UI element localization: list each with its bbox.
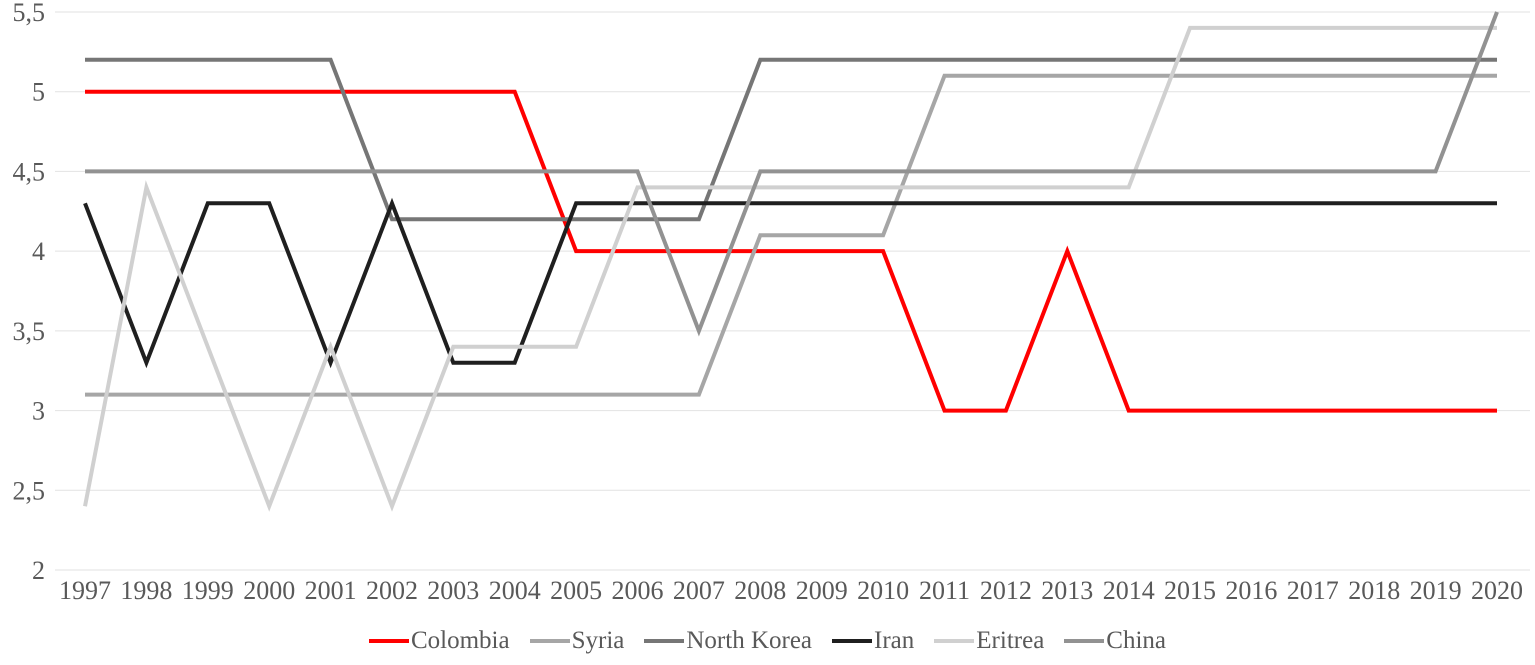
chart-legend: Colombia Syria North Korea Iran Eritrea China (0, 620, 1535, 662)
legend-line-swatch-syria (529, 639, 570, 643)
y-tick-label: 3,5 (13, 317, 46, 346)
x-tick-label: 2008 (734, 576, 786, 605)
x-tick-label: 2019 (1410, 576, 1462, 605)
x-tick-label: 2016 (1225, 576, 1277, 605)
x-tick-label: 1999 (182, 576, 234, 605)
legend-label-north-korea: North Korea (686, 627, 813, 654)
x-tick-label: 2002 (366, 576, 418, 605)
x-tick-label: 2003 (427, 576, 479, 605)
legend-item-colombia: Colombia (368, 627, 510, 655)
series-line-syria (85, 73, 1497, 397)
series-line-iran (83, 197, 1497, 369)
legend-label-colombia: Colombia (410, 627, 510, 654)
legend-line-swatch-eritrea (934, 639, 975, 643)
x-tick-label: 2018 (1348, 576, 1400, 605)
series-line-china (85, 11, 1499, 337)
legend-label-syria: Syria (571, 627, 625, 654)
legend-item-north-korea: North Korea (644, 627, 812, 655)
x-tick-label: 2017 (1287, 576, 1339, 605)
legend-line-swatch-iran (832, 639, 873, 643)
x-tick-label: 2010 (857, 576, 909, 605)
x-tick-label: 2020 (1471, 576, 1523, 605)
x-tick-label: 2001 (305, 576, 357, 605)
x-tick-label: 2009 (796, 576, 848, 605)
legend-line-swatch-china (1064, 639, 1105, 643)
y-tick-label: 5,5 (13, 0, 46, 27)
x-tick-label: 2012 (980, 576, 1032, 605)
legend-item-eritrea: Eritrea (934, 627, 1044, 655)
legend-line-swatch-colombia (368, 639, 409, 643)
x-tick-label: 2000 (243, 576, 295, 605)
y-tick-label: 2,5 (13, 476, 46, 505)
x-tick-label: 1997 (59, 576, 111, 605)
series-line-colombia (85, 89, 1497, 413)
x-tick-label: 2005 (550, 576, 602, 605)
legend-label-eritrea: Eritrea (976, 627, 1045, 654)
x-tick-label: 2014 (1103, 576, 1155, 605)
plot-area: 2 2,5 3 3,5 4 4,5 5 5,5 1997 1998 1999 2000 2001 2002… (13, 0, 1530, 605)
y-tick-label: 4 (32, 237, 45, 266)
legend-item-china: China (1064, 627, 1166, 655)
series-line-eritrea (83, 25, 1497, 512)
x-tick-label: 2011 (919, 576, 970, 605)
x-tick-label: 2007 (673, 576, 725, 605)
x-tick-label: 2013 (1041, 576, 1093, 605)
legend-line-swatch-north-korea (644, 639, 685, 643)
x-tick-label: 2006 (612, 576, 664, 605)
y-tick-label: 3 (32, 397, 45, 426)
y-tick-label: 2 (32, 556, 45, 585)
legend-item-syria: Syria (529, 627, 625, 655)
legend-label-china: China (1106, 627, 1167, 654)
series-line-north-korea (85, 57, 1497, 222)
x-tick-label: 2004 (489, 576, 541, 605)
y-tick-label: 4,5 (13, 157, 46, 186)
y-tick-label: 5 (32, 78, 45, 107)
x-tick-label: 2015 (1164, 576, 1216, 605)
legend-label-iran: Iran (874, 627, 915, 654)
legend-item-iran: Iran (832, 627, 914, 655)
x-tick-label: 1998 (120, 576, 172, 605)
